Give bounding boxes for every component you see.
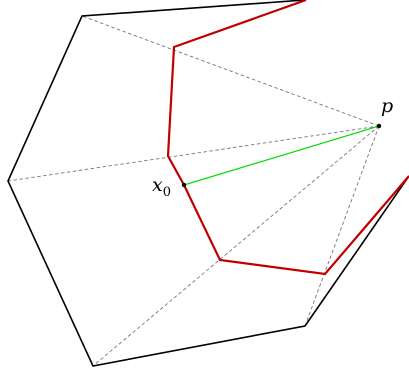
label-x0-main: x (152, 174, 163, 196)
label-x0-sub: 0 (163, 185, 171, 200)
point-x0-dot (181, 182, 187, 188)
label-x0: x0 (152, 174, 171, 200)
label-p: p (381, 95, 393, 117)
dashed-line-p-bottom (92, 125, 380, 367)
dashed-line-p-top-left (81, 15, 380, 127)
point-p-dot (376, 123, 382, 129)
dashed-lines (7, 15, 380, 367)
dashed-line-p-left (7, 125, 380, 182)
inner-red-polygon (166, 0, 409, 276)
outer-hexagon (7, 0, 409, 367)
green-segment-x0-p (183, 125, 380, 186)
dashed-line-p-bottom-right (304, 125, 380, 327)
